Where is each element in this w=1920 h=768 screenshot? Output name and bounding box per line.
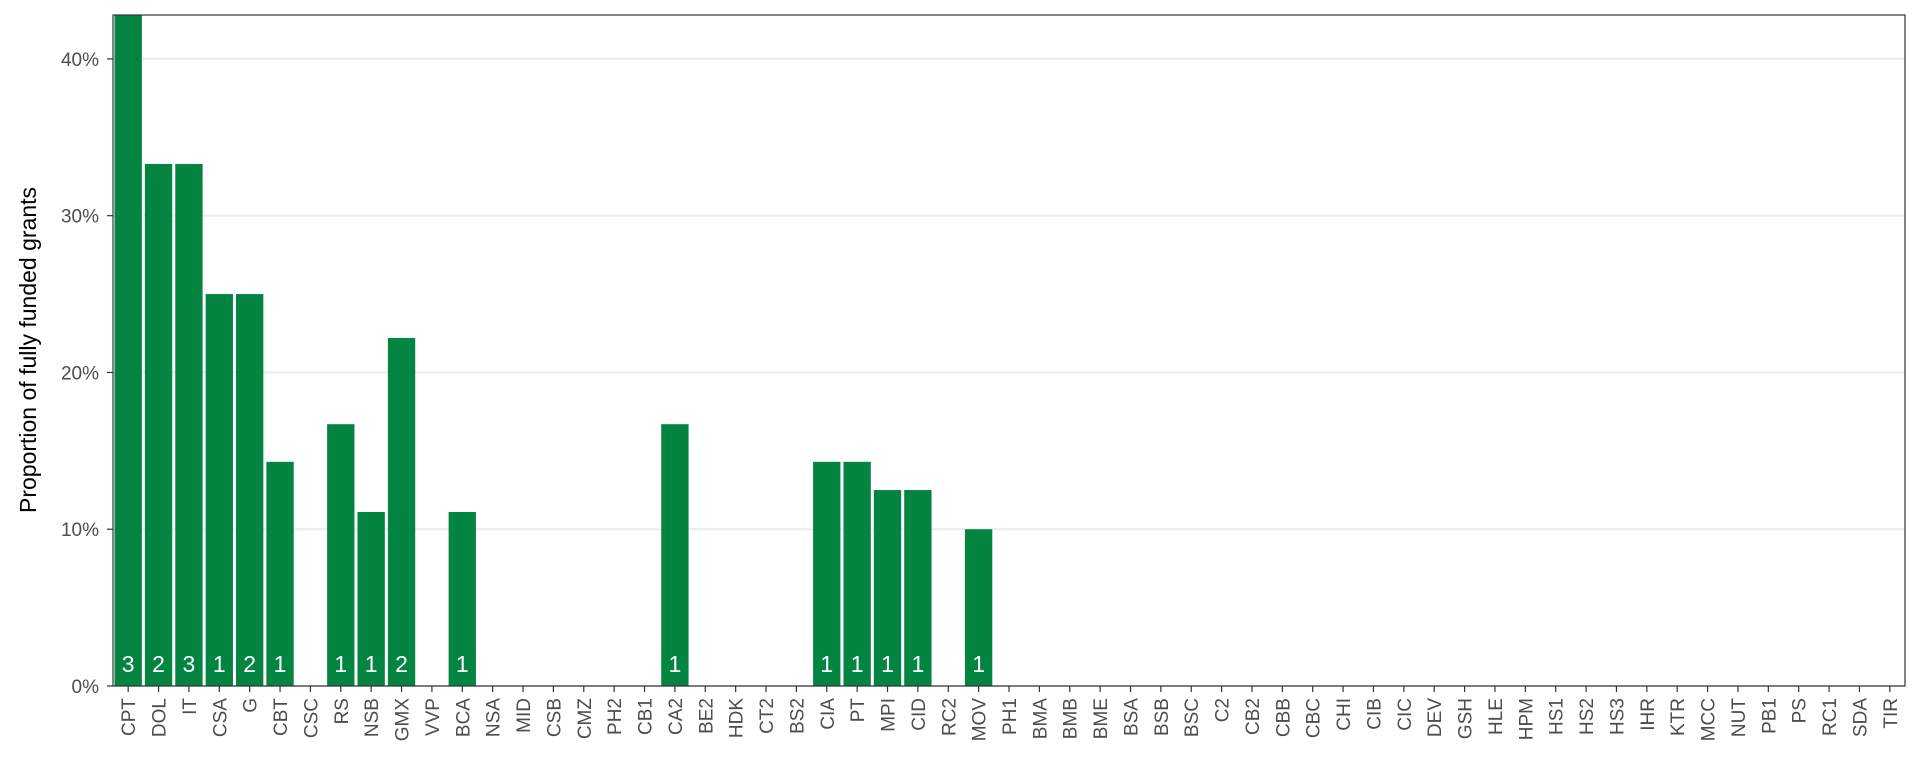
x-tick-label: IT [180,698,201,715]
x-tick-label: CHI [1334,698,1355,731]
count-label: 1 [365,651,378,677]
bar [327,424,355,686]
x-tick-label: DOL [150,698,171,737]
x-tick-label: CSA [210,698,231,737]
count-label: 3 [183,651,196,677]
x-tick-label: BCA [453,698,474,737]
x-tick-label: HPM [1516,698,1537,740]
bar [175,163,203,687]
x-tick-label: CB1 [636,698,657,735]
x-tick-label: CID [909,698,930,731]
x-tick-label: PB1 [1759,698,1780,734]
x-tick-label: HS3 [1607,698,1628,735]
x-tick-label: HDK [727,698,748,738]
x-tick-label: PH1 [1000,698,1021,735]
x-tick-label: CBT [271,698,292,736]
x-tick-label: CBB [1273,698,1294,737]
count-label: 1 [334,651,347,677]
x-tick-label: RC1 [1820,698,1841,736]
bar [387,337,416,686]
y-axis-title: Proportion of fully funded grants [15,187,41,513]
x-tick-label: BS2 [787,698,808,734]
x-tick-label: CMZ [575,698,596,740]
y-tick-label: 0% [72,677,100,698]
count-label: 1 [668,651,681,677]
x-tick-label: GSH [1456,698,1477,739]
x-tick-label: BMA [1030,698,1051,740]
bar [114,15,142,686]
x-tick-label: NSB [362,698,383,737]
count-label: 3 [122,651,135,677]
x-tick-label: MCC [1699,698,1720,741]
bar [904,490,932,686]
count-label: 1 [881,651,894,677]
x-tick-label: NSA [484,698,505,737]
x-tick-label: BSB [1152,698,1173,736]
bar [964,529,993,686]
x-tick-label: SDA [1850,698,1871,737]
x-tick-label: CPT [119,698,140,736]
x-tick-label: KTR [1668,698,1689,736]
count-label: 1 [851,651,864,677]
x-tick-label: MID [514,698,535,733]
x-tick-label: BSA [1121,698,1142,736]
x-tick-label: G [241,698,262,713]
count-label: 1 [456,651,469,677]
bar [873,490,902,686]
bar [661,424,689,686]
x-tick-label: HLE [1486,698,1507,735]
x-tick-label: PH2 [605,698,626,735]
x-tick-label: PS [1790,698,1811,723]
bar [448,511,476,686]
x-tick-label: CBC [1304,698,1325,738]
count-label: 1 [274,651,287,677]
bar [144,163,173,687]
y-tick-label: 20% [61,363,99,384]
x-tick-label: BMB [1061,698,1082,739]
x-tick-label: HS1 [1547,698,1568,735]
x-tick-label: CSB [544,698,565,737]
x-tick-label: PT [848,698,869,723]
x-tick-label: BSC [1182,698,1203,737]
x-tick-label: TIR [1881,698,1902,729]
x-tick-label: CB2 [1243,698,1264,735]
bar [266,461,294,686]
y-tick-label: 40% [61,50,99,71]
x-tick-label: NUT [1729,698,1750,737]
bar [236,294,264,686]
x-tick-label: BE2 [696,698,717,734]
count-label: 2 [243,651,256,677]
bar [813,461,841,686]
y-tick-label: 30% [61,207,99,228]
x-tick-label: CIA [818,698,839,730]
count-label: 1 [213,651,226,677]
x-tick-label: C2 [1213,698,1234,722]
x-tick-label: CSC [301,698,322,738]
x-tick-label: MPI [879,698,900,732]
panel-border [112,14,1906,687]
x-tick-label: VVP [423,698,444,736]
x-tick-label: CIB [1364,698,1385,730]
x-tick-label: GMX [393,698,414,742]
count-label: 1 [911,651,924,677]
x-tick-label: BME [1091,698,1112,739]
count-label: 1 [972,651,985,677]
x-tick-label: CA2 [666,698,687,735]
count-label: 2 [395,651,408,677]
x-tick-label: MOV [970,698,991,742]
bar [357,511,385,686]
count-label: 1 [820,651,833,677]
y-tick-label: 10% [61,520,99,541]
x-tick-label: CIC [1395,698,1416,731]
x-tick-label: DEV [1425,698,1446,737]
x-tick-label: HS2 [1577,698,1598,735]
bar [843,461,871,686]
bar [205,294,233,686]
count-label: 2 [152,651,165,677]
x-tick-label: RS [332,698,353,724]
x-tick-label: IHR [1638,698,1659,731]
x-tick-label: RC2 [939,698,960,736]
x-tick-label: CT2 [757,698,778,734]
